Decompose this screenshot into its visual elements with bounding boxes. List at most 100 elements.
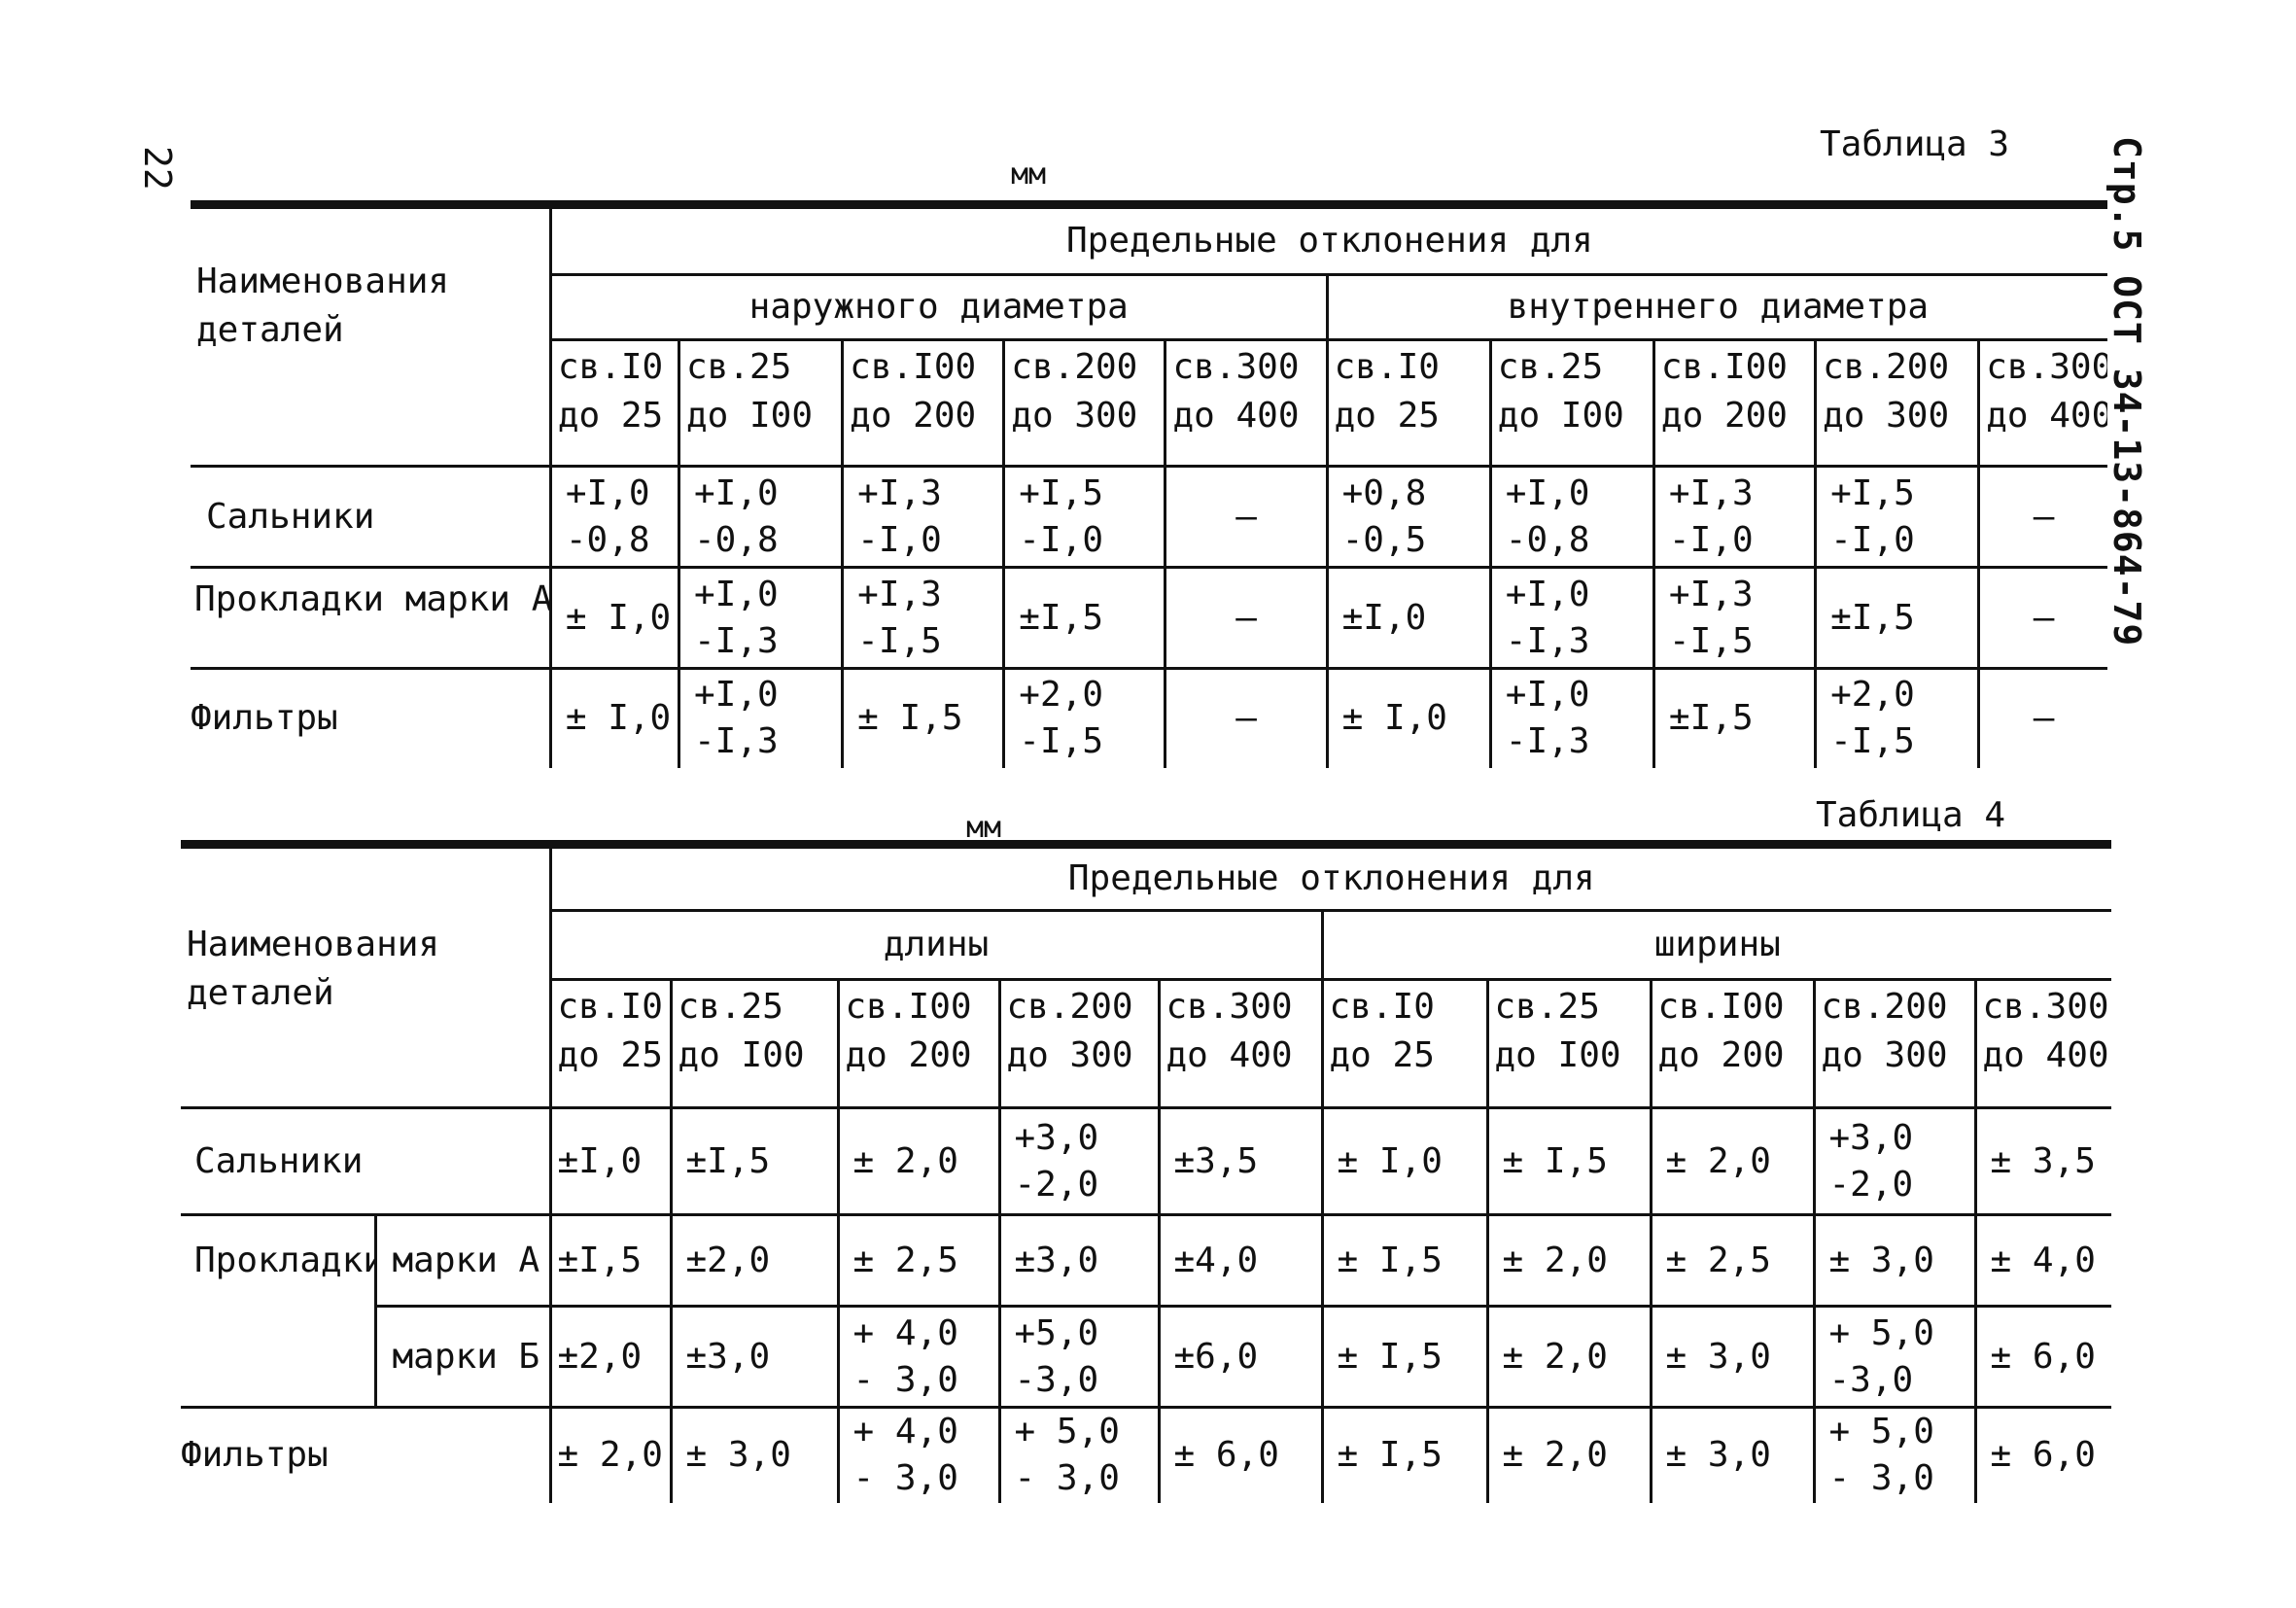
- cell-value: ± 3,0: [669, 1406, 838, 1503]
- table-row: Сальники ±I,0 ±I,5 ± 2,0 +3,0 -2,0 ±3,5 …: [181, 1106, 2112, 1215]
- cell-value: ± 2,0: [1485, 1305, 1651, 1408]
- row-name: Сальники: [181, 1106, 550, 1215]
- cell-value: ±I,5: [669, 1106, 838, 1215]
- table4-limits-header: Предельные отклонения для: [548, 840, 2112, 912]
- cell-value: ±3,5: [1157, 1106, 1322, 1215]
- cell-value: –: [1977, 667, 2107, 768]
- cell-value: ±I,5: [548, 1213, 671, 1307]
- cell-value: ± I,5: [1320, 1305, 1487, 1408]
- cell-value: +0,8 -0,5: [1325, 465, 1491, 568]
- cell-value: ± 3,5: [1973, 1106, 2112, 1215]
- cell-value: +2,0 -I,5: [1002, 667, 1165, 768]
- table4-group-length: длины: [548, 910, 1322, 981]
- cell-value: –: [1164, 566, 1328, 669]
- cell-value: +I,0 -0,8: [677, 465, 843, 568]
- cell-value: + 4,0 - 3,0: [836, 1406, 999, 1503]
- row-name: Фильтры: [181, 1406, 550, 1503]
- table4: Наименования деталей Предельные отклонен…: [181, 840, 2112, 1503]
- table3-group-outer: наружного диаметра: [548, 274, 1328, 341]
- row-name: Прокладки марки А: [191, 566, 551, 669]
- cell-value: ± 4,0: [1973, 1213, 2112, 1307]
- table-row: Фильтры ± 2,0 ± 3,0 + 4,0 - 3,0 + 5,0 - …: [181, 1406, 2112, 1503]
- cell-value: ± I,0: [1320, 1106, 1487, 1215]
- table3: Наименования деталей Предельные отклонен…: [191, 200, 2107, 768]
- cell-value: + 5,0 - 3,0: [997, 1406, 1159, 1503]
- cell-value: ± 6,0: [1157, 1406, 1322, 1503]
- table-row: Фильтры ± I,0 +I,0 -I,3 ± I,5 +2,0 -I,5 …: [191, 667, 2107, 768]
- row-subname: марки А: [373, 1213, 550, 1307]
- table3-range-header: св.300 до 400: [1977, 339, 2107, 467]
- table4-title: Таблица 4: [1816, 795, 2006, 835]
- table-row: Сальники +I,0 -0,8 +I,0 -0,8 +I,3 -I,0 +…: [191, 465, 2107, 568]
- cell-value: ± 6,0: [1973, 1305, 2112, 1408]
- table4-range-header: св.I00 до 200: [1649, 979, 1814, 1108]
- cell-value: +3,0 -2,0: [1812, 1106, 1975, 1215]
- cell-value: +I,3 -I,0: [1652, 465, 1816, 568]
- cell-value: ± 2,5: [836, 1213, 999, 1307]
- cell-value: ± 2,0: [836, 1106, 999, 1215]
- cell-value: +I,3 -I,5: [841, 566, 1004, 669]
- table-row: Прокладки марки А ±I,5 ±2,0 ± 2,5 ±3,0 ±…: [181, 1213, 2112, 1307]
- row-subname: марки Б: [373, 1305, 550, 1408]
- table3-group-inner: внутреннего диаметра: [1325, 274, 2107, 341]
- cell-value: ±3,0: [669, 1305, 838, 1408]
- cell-value: +I,5 -I,0: [1814, 465, 1979, 568]
- cell-value: –: [1977, 566, 2107, 669]
- cell-value: ±4,0: [1157, 1213, 1322, 1307]
- cell-value: ± I,0: [548, 566, 679, 669]
- table4-name-header: Наименования деталей: [181, 840, 550, 1108]
- cell-value: ± I,5: [1320, 1213, 1487, 1307]
- cell-value: ± I,5: [841, 667, 1004, 768]
- cell-value: –: [1977, 465, 2107, 568]
- row-name: Сальники: [191, 465, 551, 568]
- table4-unit: мм: [966, 811, 1002, 845]
- cell-value: +I,0 -I,3: [1488, 667, 1654, 768]
- cell-value: ± 2,0: [548, 1406, 671, 1503]
- cell-value: +I,3 -I,5: [1652, 566, 1816, 669]
- table4-range-header: св.300 до 400: [1973, 979, 2112, 1108]
- cell-value: ± 2,0: [1485, 1406, 1651, 1503]
- table3-range-header: св.200 до 300: [1814, 339, 1979, 467]
- cell-value: ± I,0: [548, 667, 679, 768]
- table-row: Прокладки марки А ± I,0 +I,0 -I,3 +I,3 -…: [191, 566, 2107, 669]
- cell-value: ± 6,0: [1973, 1406, 2112, 1503]
- cell-value: ±I,0: [1325, 566, 1491, 669]
- cell-value: –: [1164, 465, 1328, 568]
- cell-value: ±6,0: [1157, 1305, 1322, 1408]
- table3-range-header: св.I00 до 200: [1652, 339, 1816, 467]
- table3-range-header: св.I00 до 200: [841, 339, 1004, 467]
- cell-value: +I,0 -I,3: [1488, 566, 1654, 669]
- cell-value: +I,0 -I,3: [677, 667, 843, 768]
- table4-range-header: св.300 до 400: [1157, 979, 1322, 1108]
- table4-range-header: св.25 до I00: [1485, 979, 1651, 1108]
- cell-value: ±2,0: [548, 1305, 671, 1408]
- cell-value: ±2,0: [669, 1213, 838, 1307]
- table3-limits-header: Предельные отклонения для: [548, 200, 2107, 276]
- cell-value: ± 2,0: [1649, 1106, 1814, 1215]
- table3-range-header: св.200 до 300: [1002, 339, 1165, 467]
- table4-range-header: св.I00 до 200: [836, 979, 999, 1108]
- cell-value: ± 3,0: [1812, 1213, 1975, 1307]
- cell-value: +I,5 -I,0: [1002, 465, 1165, 568]
- table4-group-width: ширины: [1320, 910, 2112, 981]
- table4-range-header: св.200 до 300: [997, 979, 1159, 1108]
- cell-value: ± I,5: [1485, 1106, 1651, 1215]
- cell-value: + 4,0 - 3,0: [836, 1305, 999, 1408]
- cell-value: ± I,5: [1320, 1406, 1487, 1503]
- page-number: 22: [136, 146, 179, 191]
- table3-range-header: св.25 до I00: [677, 339, 843, 467]
- cell-value: ± 2,5: [1649, 1213, 1814, 1307]
- table4-range-header: св.I0 до 25: [548, 979, 671, 1108]
- table4-range-header: св.25 до I00: [669, 979, 838, 1108]
- cell-value: + 5,0 - 3,0: [1812, 1406, 1975, 1503]
- cell-value: +5,0 -3,0: [997, 1305, 1159, 1408]
- row-name: Прокладки: [181, 1213, 375, 1307]
- cell-value: +I,0 -0,8: [548, 465, 679, 568]
- table3-range-header: св.I0 до 25: [548, 339, 679, 467]
- cell-value: ± 2,0: [1485, 1213, 1651, 1307]
- cell-value: +2,0 -I,5: [1814, 667, 1979, 768]
- cell-value: ± 3,0: [1649, 1406, 1814, 1503]
- table4-range-header: св.200 до 300: [1812, 979, 1975, 1108]
- table3-name-header: Наименования деталей: [191, 200, 551, 467]
- table4-range-header: св.I0 до 25: [1320, 979, 1487, 1108]
